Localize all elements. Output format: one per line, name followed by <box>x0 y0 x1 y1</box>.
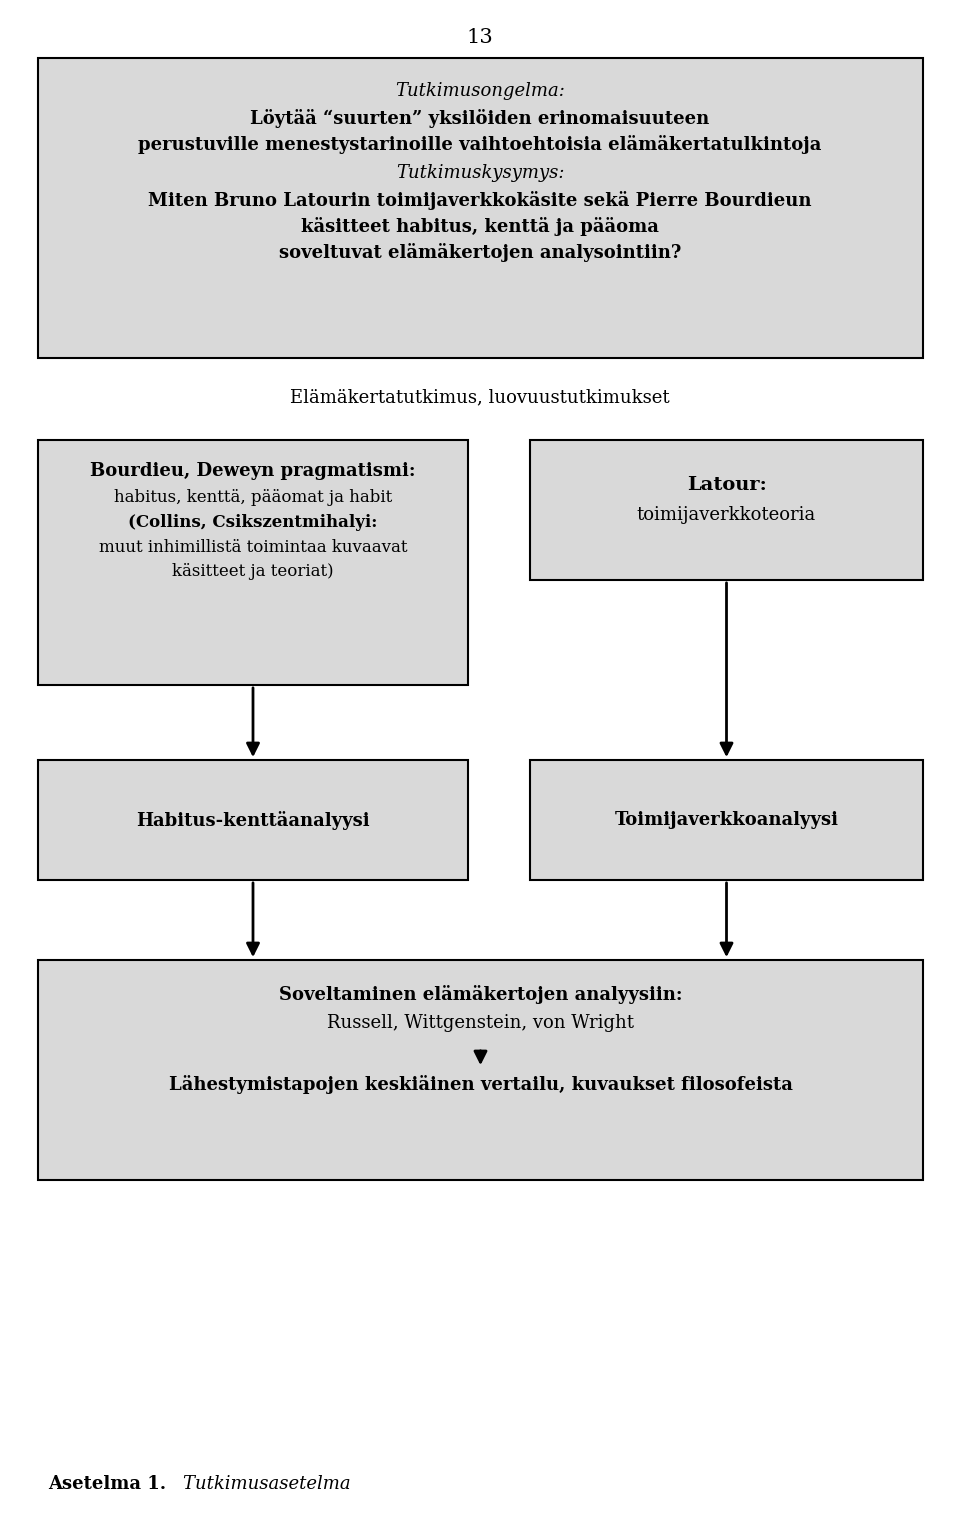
Text: Toimijaverkkoanalyysi: Toimijaverkkoanalyysi <box>614 811 838 828</box>
Text: toimijaverkkoteoria: toimijaverkkoteoria <box>636 506 816 525</box>
Text: käsitteet ja teoriat): käsitteet ja teoriat) <box>172 563 334 580</box>
Text: Russell, Wittgenstein, von Wright: Russell, Wittgenstein, von Wright <box>327 1014 634 1032</box>
Text: Latour:: Latour: <box>686 476 766 494</box>
Bar <box>530 440 923 580</box>
Text: soveltuvat elämäkertojen analysointiin?: soveltuvat elämäkertojen analysointiin? <box>278 242 682 262</box>
Text: Löytää “suurten” yksilöiden erinomaisuuteen: Löytää “suurten” yksilöiden erinomaisuut… <box>251 109 709 127</box>
Text: perustuville menestystarinoille vaihtoehtoisia elämäkertatulkintoja: perustuville menestystarinoille vaihtoeh… <box>138 135 822 153</box>
Text: (Collins, Csikszentmihalyi:: (Collins, Csikszentmihalyi: <box>129 514 377 531</box>
Bar <box>530 759 923 881</box>
Text: Miten Bruno Latourin toimijaverkkokäsite sekä Pierre Bourdieun: Miten Bruno Latourin toimijaverkkokäsite… <box>148 192 812 210</box>
Text: habitus, kenttä, pääomat ja habit: habitus, kenttä, pääomat ja habit <box>114 489 392 506</box>
Text: Elämäkertatutkimus, luovuustutkimukset: Elämäkertatutkimus, luovuustutkimukset <box>290 388 670 407</box>
Text: käsitteet habitus, kenttä ja pääoma: käsitteet habitus, kenttä ja pääoma <box>301 216 659 236</box>
Text: Habitus-kenttäanalyysi: Habitus-kenttäanalyysi <box>136 810 370 830</box>
Text: Tutkimusongelma:: Tutkimusongelma: <box>396 81 564 100</box>
Text: muut inhimillistä toimintaa kuvaavat: muut inhimillistä toimintaa kuvaavat <box>99 538 407 555</box>
Text: Lähestymistapojen keskiäinen vertailu, kuvaukset filosofeista: Lähestymistapojen keskiäinen vertailu, k… <box>169 1075 792 1094</box>
Text: Soveltaminen elämäkertojen analyysiin:: Soveltaminen elämäkertojen analyysiin: <box>278 985 683 1003</box>
Text: Tutkimusasetelma: Tutkimusasetelma <box>160 1476 350 1493</box>
Text: 13: 13 <box>467 28 493 48</box>
Bar <box>38 440 468 686</box>
Bar <box>38 759 468 881</box>
Text: Asetelma 1.: Asetelma 1. <box>48 1476 166 1493</box>
Bar <box>38 58 923 357</box>
Bar <box>38 960 923 1180</box>
Text: Tutkimuskysymys:: Tutkimuskysymys: <box>396 164 564 183</box>
Text: Bourdieu, Deweyn pragmatismi:: Bourdieu, Deweyn pragmatismi: <box>90 462 416 480</box>
